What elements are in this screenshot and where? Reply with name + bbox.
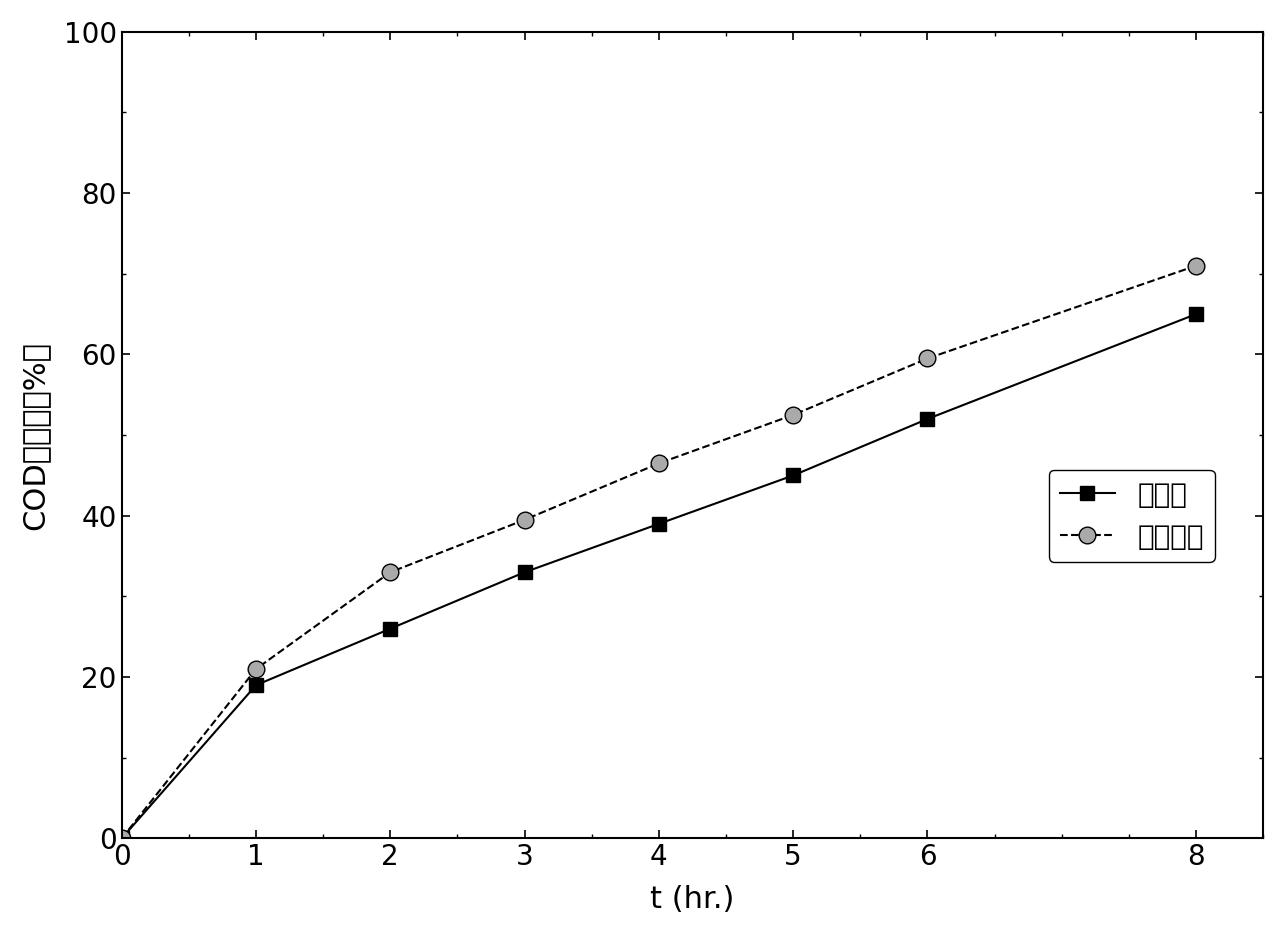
无载体 (114, 833, 130, 844)
无载体 (651, 518, 666, 529)
无载体 (919, 413, 935, 424)
无载体 (248, 680, 263, 691)
空白载体 (919, 352, 935, 364)
无载体 (786, 470, 801, 482)
空白载体 (1188, 260, 1203, 271)
空白载体 (651, 458, 666, 469)
Line: 无载体: 无载体 (114, 308, 1203, 845)
Line: 空白载体: 空白载体 (113, 257, 1204, 847)
无载体 (1188, 309, 1203, 320)
Legend: 无载体, 空白载体: 无载体, 空白载体 (1049, 469, 1215, 562)
空白载体 (383, 567, 398, 578)
空白载体 (114, 833, 130, 844)
X-axis label: t (hr.): t (hr.) (650, 885, 734, 914)
空白载体 (517, 514, 533, 525)
空白载体 (248, 664, 263, 675)
空白载体 (786, 410, 801, 421)
无载体 (517, 567, 533, 578)
无载体 (383, 623, 398, 634)
Y-axis label: COD降解率（%）: COD降解率（%） (21, 340, 50, 529)
